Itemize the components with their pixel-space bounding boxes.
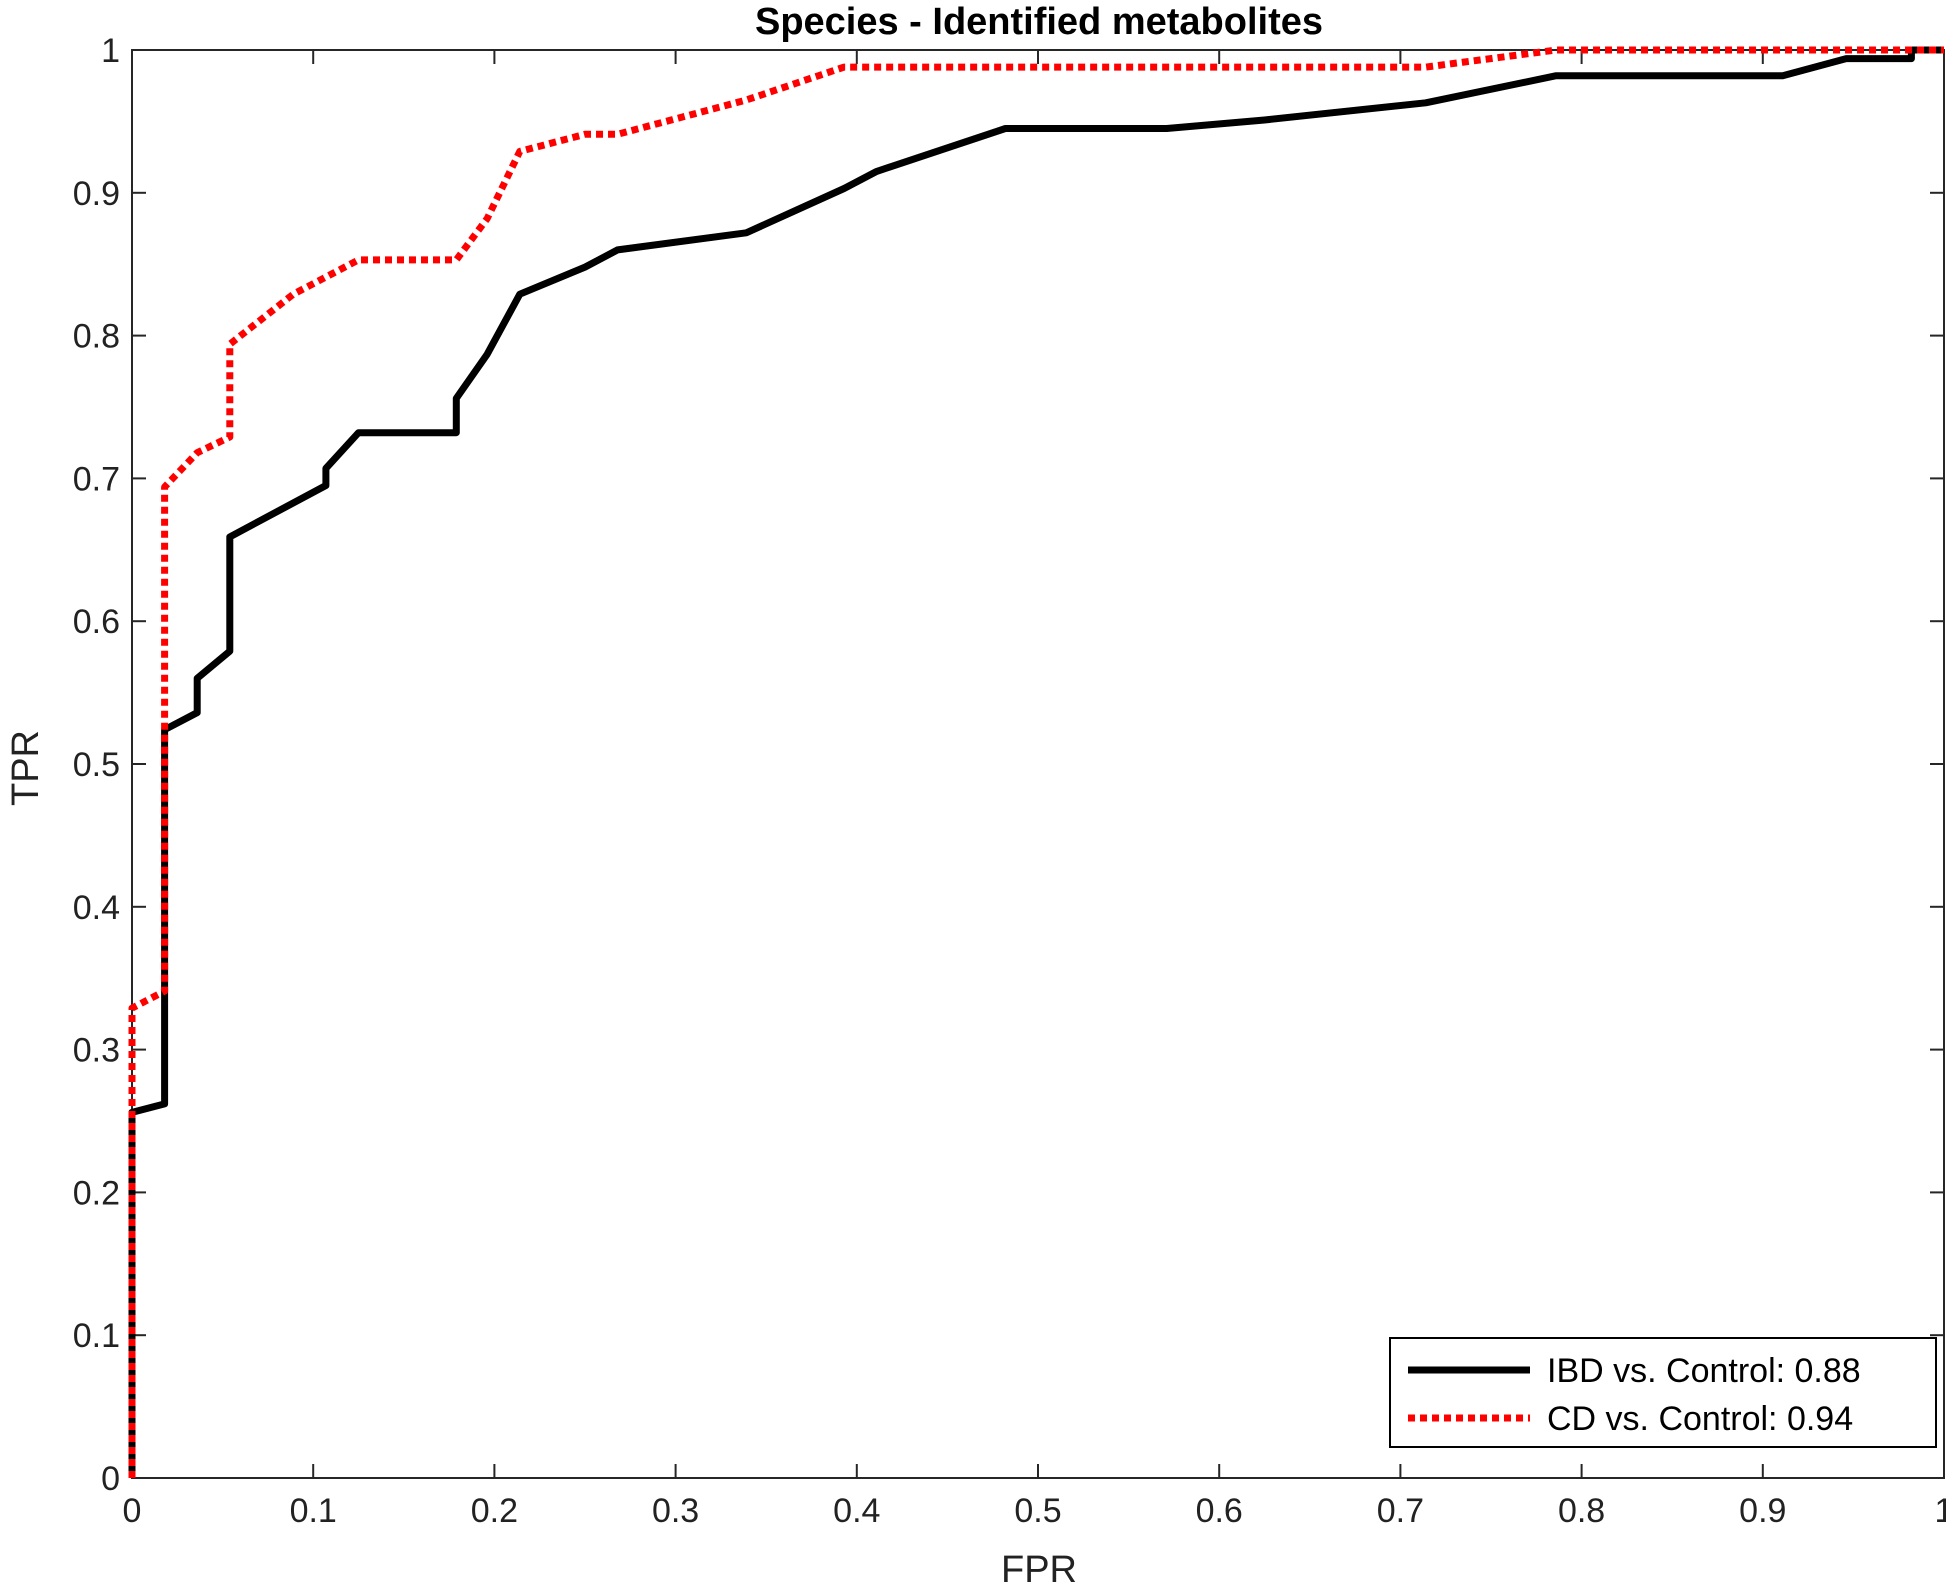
x-tick-label: 0 bbox=[123, 1492, 142, 1530]
y-axis-ticks: 0 0.1 0.2 0.3 0.4 0.5 0.6 0.7 0.8 0.9 1 bbox=[73, 32, 1944, 1498]
y-tick-label: 0.7 bbox=[73, 460, 120, 498]
y-tick-label: 0.4 bbox=[73, 889, 120, 927]
y-tick-label: 0.9 bbox=[73, 175, 120, 213]
y-tick-label: 0.1 bbox=[73, 1317, 120, 1355]
series-line-cd bbox=[128, 46, 1944, 1478]
legend-label-cd: CD vs. Control: 0.94 bbox=[1547, 1400, 1853, 1438]
plot-frame bbox=[131, 49, 1945, 1479]
y-tick-label: 0.3 bbox=[73, 1032, 120, 1070]
x-tick-label: 0.2 bbox=[471, 1492, 518, 1530]
x-tick-label: 0.8 bbox=[1558, 1492, 1605, 1530]
x-tick-label: 0.7 bbox=[1377, 1492, 1424, 1530]
series-layer bbox=[128, 46, 1944, 1478]
y-tick-label: 0.2 bbox=[73, 1174, 120, 1212]
y-tick-label: 1 bbox=[101, 32, 120, 70]
series-line-ibd bbox=[128, 46, 1944, 1478]
x-tick-label: 0.3 bbox=[652, 1492, 699, 1530]
legend-label-ibd: IBD vs. Control: 0.88 bbox=[1547, 1352, 1861, 1390]
y-axis-label: TPR bbox=[5, 730, 47, 806]
y-tick-label: 0.8 bbox=[73, 318, 120, 356]
y-tick-label: 0 bbox=[101, 1460, 120, 1498]
legend-box bbox=[1389, 1337, 1937, 1448]
x-tick-label: 0.5 bbox=[1014, 1492, 1061, 1530]
y-tick-label: 0.6 bbox=[73, 603, 120, 641]
y-tick-label: 0.5 bbox=[73, 746, 120, 784]
chart-title: Species - Identified metabolites bbox=[755, 1, 1323, 43]
x-axis-label: FPR bbox=[1001, 1549, 1077, 1591]
x-tick-label: 0.6 bbox=[1196, 1492, 1243, 1530]
legend: IBD vs. Control: 0.88 CD vs. Control: 0.… bbox=[1389, 1337, 1937, 1448]
x-axis-ticks: 0 0.1 0.2 0.3 0.4 0.5 0.6 0.7 0.8 0.9 1 bbox=[123, 50, 1946, 1530]
x-tick-label: 1 bbox=[1935, 1492, 1946, 1530]
x-tick-label: 0.1 bbox=[290, 1492, 337, 1530]
plot-area bbox=[131, 49, 1945, 1479]
x-tick-label: 0.4 bbox=[833, 1492, 880, 1530]
x-tick-label: 0.9 bbox=[1739, 1492, 1786, 1530]
